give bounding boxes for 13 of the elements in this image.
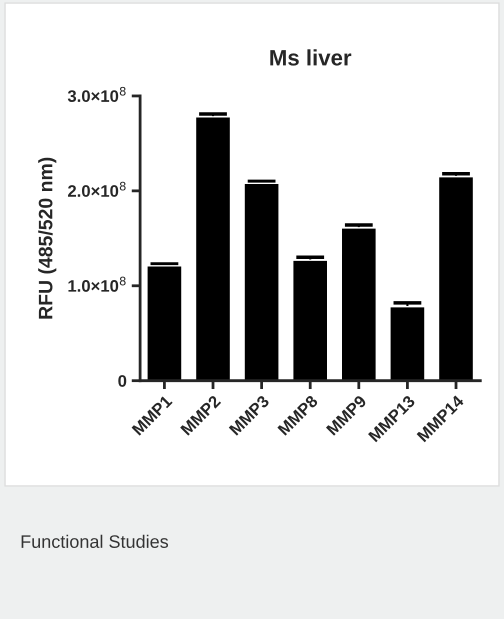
bar [194,116,232,381]
y-tick-label: 0 [118,375,126,387]
y-axis-title: RFU (485/520 nm) [38,158,56,319]
bar [146,265,183,381]
bar [243,182,280,381]
y-tick-label: 2.0×10$^{8}$ [68,182,126,197]
bar [340,227,378,381]
chart-title: Ms liver [270,49,352,66]
text: Functional Studies [22,534,168,548]
bar [292,259,328,381]
y-tick-label: 1.0×10$^{8}$ [68,276,126,292]
y-tick-label: 3.0×10$^{8}$ [68,86,126,102]
bar [438,176,474,381]
